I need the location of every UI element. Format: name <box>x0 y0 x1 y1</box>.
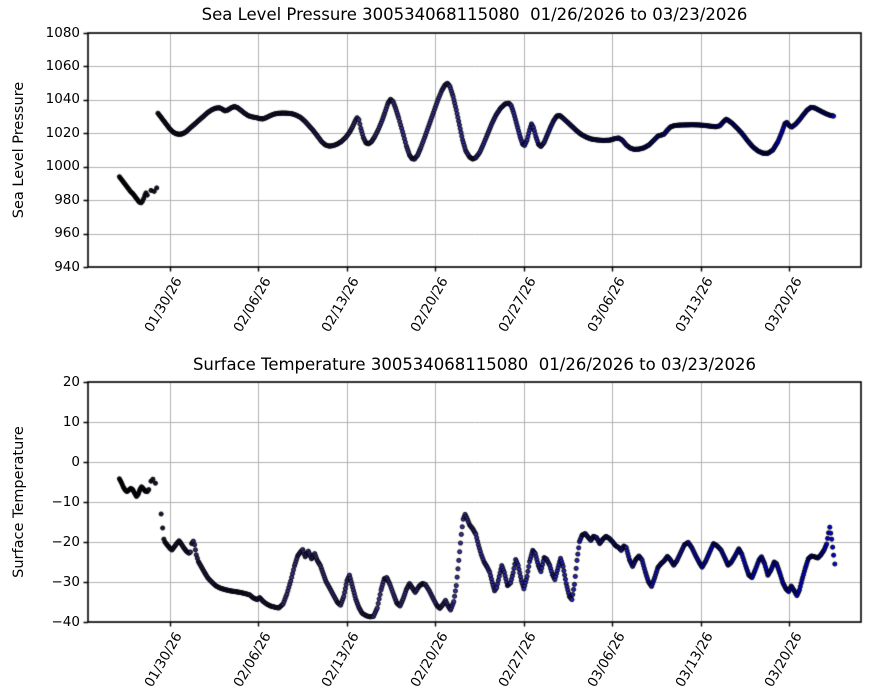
surface-temperature-ytick-label: 20 <box>62 373 80 390</box>
sea-level-pressure-ytick-label: 1000 <box>45 158 80 175</box>
temperature-chart-title: Surface Temperature 300534068115080 01/2… <box>192 355 757 374</box>
surface-temperature-ytick-label: 10 <box>62 413 80 430</box>
sea-level-pressure-ytick-label: 940 <box>54 258 80 275</box>
sea-level-pressure-ytick-label: 1020 <box>45 124 80 141</box>
surface-temperature-ytick-label: −10 <box>51 493 81 510</box>
surface-temperature-ytick-label: −40 <box>51 613 81 630</box>
pressure-chart-title: Sea Level Pressure 300534068115080 01/26… <box>201 5 748 24</box>
sea-level-pressure-ytick-label: 1080 <box>45 24 80 41</box>
sea-level-pressure-ytick-label: 960 <box>54 225 80 242</box>
sea-level-pressure-ytick-label: 980 <box>54 191 80 208</box>
sea-level-pressure-ytick-label: 1060 <box>45 57 80 74</box>
surface-temperature-ytick-label: −30 <box>51 573 81 590</box>
surface-temperature-ytick-label: 0 <box>71 453 80 470</box>
surface-temperature-ytick-label: −20 <box>51 533 81 550</box>
sea-level-pressure-ytick-label: 1040 <box>45 91 80 108</box>
